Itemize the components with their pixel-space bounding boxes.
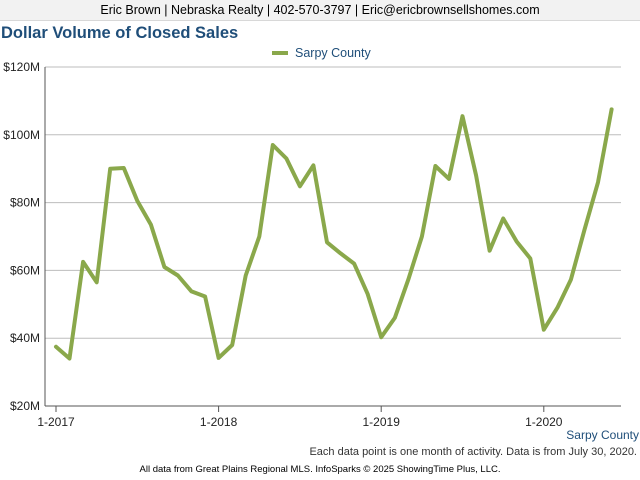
legend-label: Sarpy County bbox=[295, 46, 371, 60]
x-tick-label: 1-2017 bbox=[37, 415, 75, 429]
footer-credit: All data from Great Plains Regional MLS.… bbox=[139, 464, 501, 475]
tick-labels: $20M $40M $60M $80M $100M $120M 1-2017 1-2018 1-… bbox=[3, 60, 563, 429]
data-note: Each data point is one month of activity… bbox=[309, 446, 637, 458]
area-label: Sarpy County bbox=[566, 428, 639, 442]
series-line-sarpy-county bbox=[54, 107, 614, 361]
chart-title: Dollar Volume of Closed Sales bbox=[1, 24, 239, 42]
x-tick-label: 1-2020 bbox=[525, 415, 563, 429]
y-tick-label: $120M bbox=[3, 60, 40, 74]
series-layer bbox=[54, 107, 614, 361]
legend: Sarpy County bbox=[272, 45, 371, 61]
y-tick-label: $60M bbox=[10, 263, 40, 277]
grid-lines bbox=[45, 66, 621, 339]
y-tick-label: $20M bbox=[10, 399, 40, 413]
y-tick-label: $80M bbox=[10, 196, 40, 210]
legend-swatch bbox=[272, 51, 288, 55]
y-tick-label: $100M bbox=[3, 128, 40, 142]
x-tick-label: 1-2019 bbox=[363, 415, 401, 429]
x-tick-label: 1-2018 bbox=[200, 415, 238, 429]
axes bbox=[44, 67, 621, 412]
agent-contact-header: Eric Brown | Nebraska Realty | 402-570-3… bbox=[0, 0, 640, 21]
y-tick-label: $40M bbox=[10, 331, 40, 345]
